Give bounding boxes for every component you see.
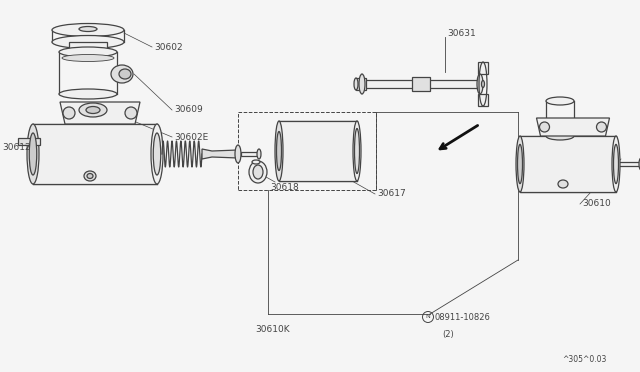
Text: 30602E: 30602E bbox=[174, 132, 208, 141]
Ellipse shape bbox=[111, 65, 133, 83]
Bar bbox=[69, 42, 107, 52]
Ellipse shape bbox=[355, 128, 360, 173]
Text: 30609: 30609 bbox=[174, 106, 203, 115]
Polygon shape bbox=[536, 118, 609, 136]
Text: 30602: 30602 bbox=[154, 42, 182, 51]
Bar bbox=[412, 77, 430, 91]
Ellipse shape bbox=[252, 160, 260, 164]
Ellipse shape bbox=[253, 165, 263, 179]
Ellipse shape bbox=[153, 133, 161, 175]
Ellipse shape bbox=[79, 26, 97, 32]
Ellipse shape bbox=[354, 78, 358, 90]
Polygon shape bbox=[478, 62, 488, 74]
Bar bbox=[241, 151, 259, 157]
Text: 30610K: 30610K bbox=[255, 326, 290, 334]
Polygon shape bbox=[60, 102, 140, 124]
Ellipse shape bbox=[596, 122, 607, 132]
Text: 30612B: 30612B bbox=[2, 142, 36, 151]
Ellipse shape bbox=[639, 158, 640, 170]
Ellipse shape bbox=[612, 136, 620, 192]
Ellipse shape bbox=[249, 161, 267, 183]
Ellipse shape bbox=[235, 145, 241, 163]
Text: 30617: 30617 bbox=[377, 189, 406, 199]
Ellipse shape bbox=[614, 144, 618, 184]
Polygon shape bbox=[202, 149, 238, 159]
Ellipse shape bbox=[359, 74, 365, 94]
Ellipse shape bbox=[84, 171, 96, 181]
Ellipse shape bbox=[27, 124, 39, 184]
Text: N: N bbox=[426, 314, 430, 320]
Ellipse shape bbox=[79, 103, 107, 117]
Ellipse shape bbox=[546, 132, 574, 140]
Bar bbox=[33, 124, 157, 184]
Text: 30618: 30618 bbox=[270, 183, 299, 192]
Ellipse shape bbox=[87, 173, 93, 179]
Ellipse shape bbox=[59, 89, 117, 99]
Bar bbox=[356, 78, 366, 90]
Bar bbox=[616, 161, 640, 167]
Ellipse shape bbox=[59, 47, 117, 57]
Text: ^305^0.03: ^305^0.03 bbox=[562, 356, 606, 365]
Text: (2): (2) bbox=[442, 330, 454, 339]
Ellipse shape bbox=[353, 121, 361, 181]
Bar bbox=[362, 80, 480, 88]
Ellipse shape bbox=[86, 106, 100, 113]
Polygon shape bbox=[478, 94, 488, 106]
Bar bbox=[520, 136, 616, 192]
Ellipse shape bbox=[119, 69, 131, 79]
Ellipse shape bbox=[52, 23, 124, 36]
Ellipse shape bbox=[257, 149, 261, 159]
Ellipse shape bbox=[125, 107, 137, 119]
Text: 30610: 30610 bbox=[582, 199, 611, 208]
Ellipse shape bbox=[516, 136, 524, 192]
Ellipse shape bbox=[63, 107, 75, 119]
Ellipse shape bbox=[481, 80, 484, 87]
Ellipse shape bbox=[29, 133, 36, 175]
Ellipse shape bbox=[52, 35, 124, 48]
Bar bbox=[279, 121, 357, 181]
Ellipse shape bbox=[276, 131, 282, 170]
Ellipse shape bbox=[275, 121, 283, 181]
Text: 08911-10826: 08911-10826 bbox=[435, 312, 491, 321]
Ellipse shape bbox=[151, 124, 163, 184]
Ellipse shape bbox=[518, 144, 522, 184]
Ellipse shape bbox=[477, 74, 483, 94]
Ellipse shape bbox=[558, 180, 568, 188]
Ellipse shape bbox=[546, 97, 574, 105]
Text: 30631: 30631 bbox=[447, 29, 476, 38]
Ellipse shape bbox=[62, 55, 114, 61]
Bar bbox=[18, 138, 40, 145]
Bar bbox=[238, 112, 376, 190]
Ellipse shape bbox=[540, 122, 550, 132]
